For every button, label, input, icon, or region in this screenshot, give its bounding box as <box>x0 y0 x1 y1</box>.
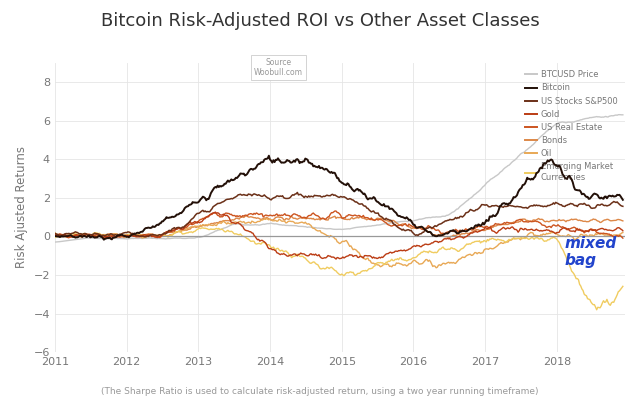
Text: mixed
bag: mixed bag <box>564 236 616 268</box>
Y-axis label: Risk Ajusted Returns: Risk Ajusted Returns <box>15 146 28 269</box>
Legend: BTCUSD Price, Bitcoin, US Stocks S&P500, Gold, US Real Estate, Bonds, Oil, Emerg: BTCUSD Price, Bitcoin, US Stocks S&P500,… <box>522 67 621 185</box>
Text: Bitcoin Risk-Adjusted ROI vs Other Asset Classes: Bitcoin Risk-Adjusted ROI vs Other Asset… <box>100 12 540 30</box>
Text: (The Sharpe Ratio is used to calculate risk-adjusted return, using a two year ru: (The Sharpe Ratio is used to calculate r… <box>101 387 539 396</box>
Text: Source
Woobull.com: Source Woobull.com <box>254 58 303 77</box>
